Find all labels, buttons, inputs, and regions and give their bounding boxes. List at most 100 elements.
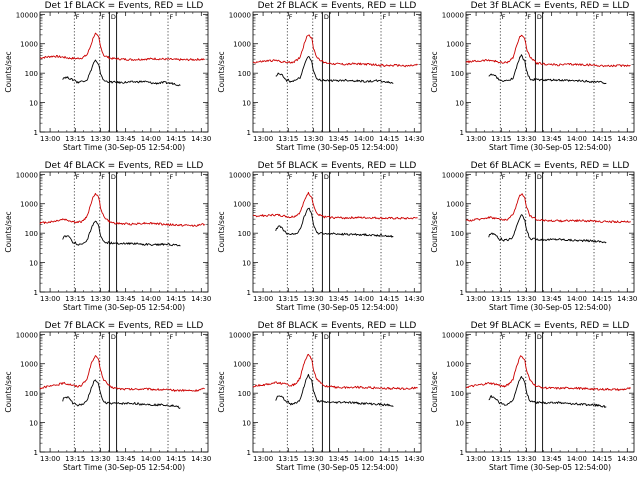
x-tick-label: 14:30 — [404, 295, 424, 303]
marker-label: F — [596, 333, 600, 341]
y-tick-label: 1000 — [446, 201, 464, 209]
y-tick-label: 1000 — [446, 41, 464, 49]
marker-label: F — [527, 173, 531, 181]
x-tick-label: 13:45 — [329, 455, 349, 463]
y-tick-label: 10000 — [16, 171, 38, 179]
y-axis-label: Counts/sec — [430, 211, 439, 252]
x-tick-label: 13:15 — [65, 135, 85, 143]
x-tick-label: 13:30 — [303, 455, 323, 463]
y-axis-label: Counts/sec — [4, 371, 13, 412]
events-series-line — [62, 379, 181, 409]
x-tick-label: 13:30 — [516, 295, 536, 303]
y-tick-label: 10 — [455, 260, 464, 268]
lld-series-line — [39, 32, 205, 62]
x-tick-label: 13:45 — [329, 135, 349, 143]
x-tick-label: 13:00 — [40, 455, 60, 463]
marker-label: D — [537, 333, 542, 341]
x-tick-label: 14:00 — [567, 135, 587, 143]
plot-frame — [39, 171, 209, 293]
marker-label: F — [76, 173, 80, 181]
plot-frame — [465, 331, 635, 453]
plot-frame — [465, 171, 635, 293]
x-tick-label: 14:00 — [141, 135, 161, 143]
x-tick-label: 13:15 — [491, 455, 511, 463]
chart-title: Det 6f BLACK = Events, RED = LLD — [471, 161, 630, 171]
y-tick-label: 10 — [455, 420, 464, 428]
y-tick-label: 100 — [238, 390, 251, 398]
chart-title: Det 8f BLACK = Events, RED = LLD — [258, 321, 417, 331]
x-tick-label: 14:30 — [617, 135, 637, 143]
chart-svg: Det 1f BLACK = Events, RED = LLD 1 10 100 10… — [4, 1, 211, 152]
x-tick-label: 13:30 — [303, 135, 323, 143]
x-axis-label: Start Time (30-Sep-05 12:54:00) — [63, 143, 185, 152]
marker-label: F — [76, 333, 80, 341]
y-tick-label: 1000 — [233, 41, 251, 49]
y-tick-label: 1000 — [20, 361, 38, 369]
marker-label: F — [170, 173, 174, 181]
marker-label: F — [289, 173, 293, 181]
x-tick-label: 13:15 — [278, 295, 298, 303]
lld-series-line — [465, 355, 631, 392]
x-tick-label: 14:30 — [404, 455, 424, 463]
plot-frame — [465, 11, 635, 133]
marker-label: D — [111, 13, 116, 21]
x-axis-label: Start Time (30-Sep-05 12:54:00) — [63, 463, 185, 472]
detector-panel: Det 8f BLACK = Events, RED = LLD 1 10 100 10… — [213, 320, 426, 480]
y-tick-label: 1 — [34, 129, 38, 137]
x-tick-label: 13:30 — [90, 295, 110, 303]
marker-label: F — [314, 173, 318, 181]
chart-title: Det 2f BLACK = Events, RED = LLD — [258, 1, 417, 11]
y-tick-label: 10000 — [442, 171, 464, 179]
marker-label: F — [101, 13, 105, 21]
lld-series-line — [39, 355, 205, 392]
x-tick-label: 13:45 — [116, 135, 136, 143]
lld-series-line — [465, 193, 631, 224]
chart-svg: Det 3f BLACK = Events, RED = LLD 1 10 100 10… — [430, 1, 637, 152]
y-tick-label: 10 — [29, 420, 38, 428]
y-tick-label: 10 — [242, 420, 251, 428]
events-series-line — [62, 220, 181, 247]
x-tick-label: 13:30 — [516, 135, 536, 143]
y-tick-label: 100 — [451, 70, 464, 78]
x-tick-label: 13:00 — [40, 295, 60, 303]
x-tick-label: 13:45 — [116, 295, 136, 303]
x-tick-label: 14:30 — [191, 295, 211, 303]
marker-label: D — [537, 173, 542, 181]
lld-series-line — [465, 34, 631, 68]
chart-svg: Det 7f BLACK = Events, RED = LLD 1 10 100 10… — [4, 321, 211, 472]
lld-series-line — [252, 191, 418, 220]
x-tick-label: 14:15 — [379, 295, 399, 303]
y-tick-label: 10000 — [16, 11, 38, 19]
marker-label: D — [537, 13, 542, 21]
x-tick-label: 13:30 — [90, 135, 110, 143]
chart-svg: Det 4f BLACK = Events, RED = LLD 1 10 100 10… — [4, 161, 211, 312]
marker-label: F — [289, 13, 293, 21]
marker-label: D — [324, 333, 329, 341]
y-tick-label: 1 — [460, 289, 464, 297]
y-tick-label: 10000 — [229, 11, 251, 19]
marker-label: D — [324, 173, 329, 181]
y-tick-label: 100 — [238, 70, 251, 78]
x-tick-label: 14:15 — [592, 295, 612, 303]
lld-series-line — [252, 34, 418, 68]
x-axis-label: Start Time (30-Sep-05 12:54:00) — [276, 303, 398, 312]
events-series-line — [488, 54, 607, 85]
x-tick-label: 13:15 — [65, 455, 85, 463]
x-tick-label: 14:00 — [567, 295, 587, 303]
y-tick-label: 10 — [29, 100, 38, 108]
y-tick-label: 100 — [451, 390, 464, 398]
detector-panel: Det 4f BLACK = Events, RED = LLD 1 10 100 10… — [0, 160, 213, 320]
events-series-line — [275, 373, 394, 407]
chart-svg: Det 2f BLACK = Events, RED = LLD 1 10 100 10… — [217, 1, 424, 152]
events-series-line — [275, 207, 394, 238]
x-tick-label: 13:30 — [303, 295, 323, 303]
x-tick-label: 13:15 — [491, 135, 511, 143]
x-tick-label: 13:00 — [466, 455, 486, 463]
x-axis-label: Start Time (30-Sep-05 12:54:00) — [63, 303, 185, 312]
x-tick-label: 13:15 — [65, 295, 85, 303]
y-tick-label: 100 — [451, 230, 464, 238]
chart-title: Det 5f BLACK = Events, RED = LLD — [258, 161, 417, 171]
marker-label: F — [527, 333, 531, 341]
y-axis-label: Counts/sec — [217, 371, 226, 412]
marker-label: F — [502, 173, 506, 181]
